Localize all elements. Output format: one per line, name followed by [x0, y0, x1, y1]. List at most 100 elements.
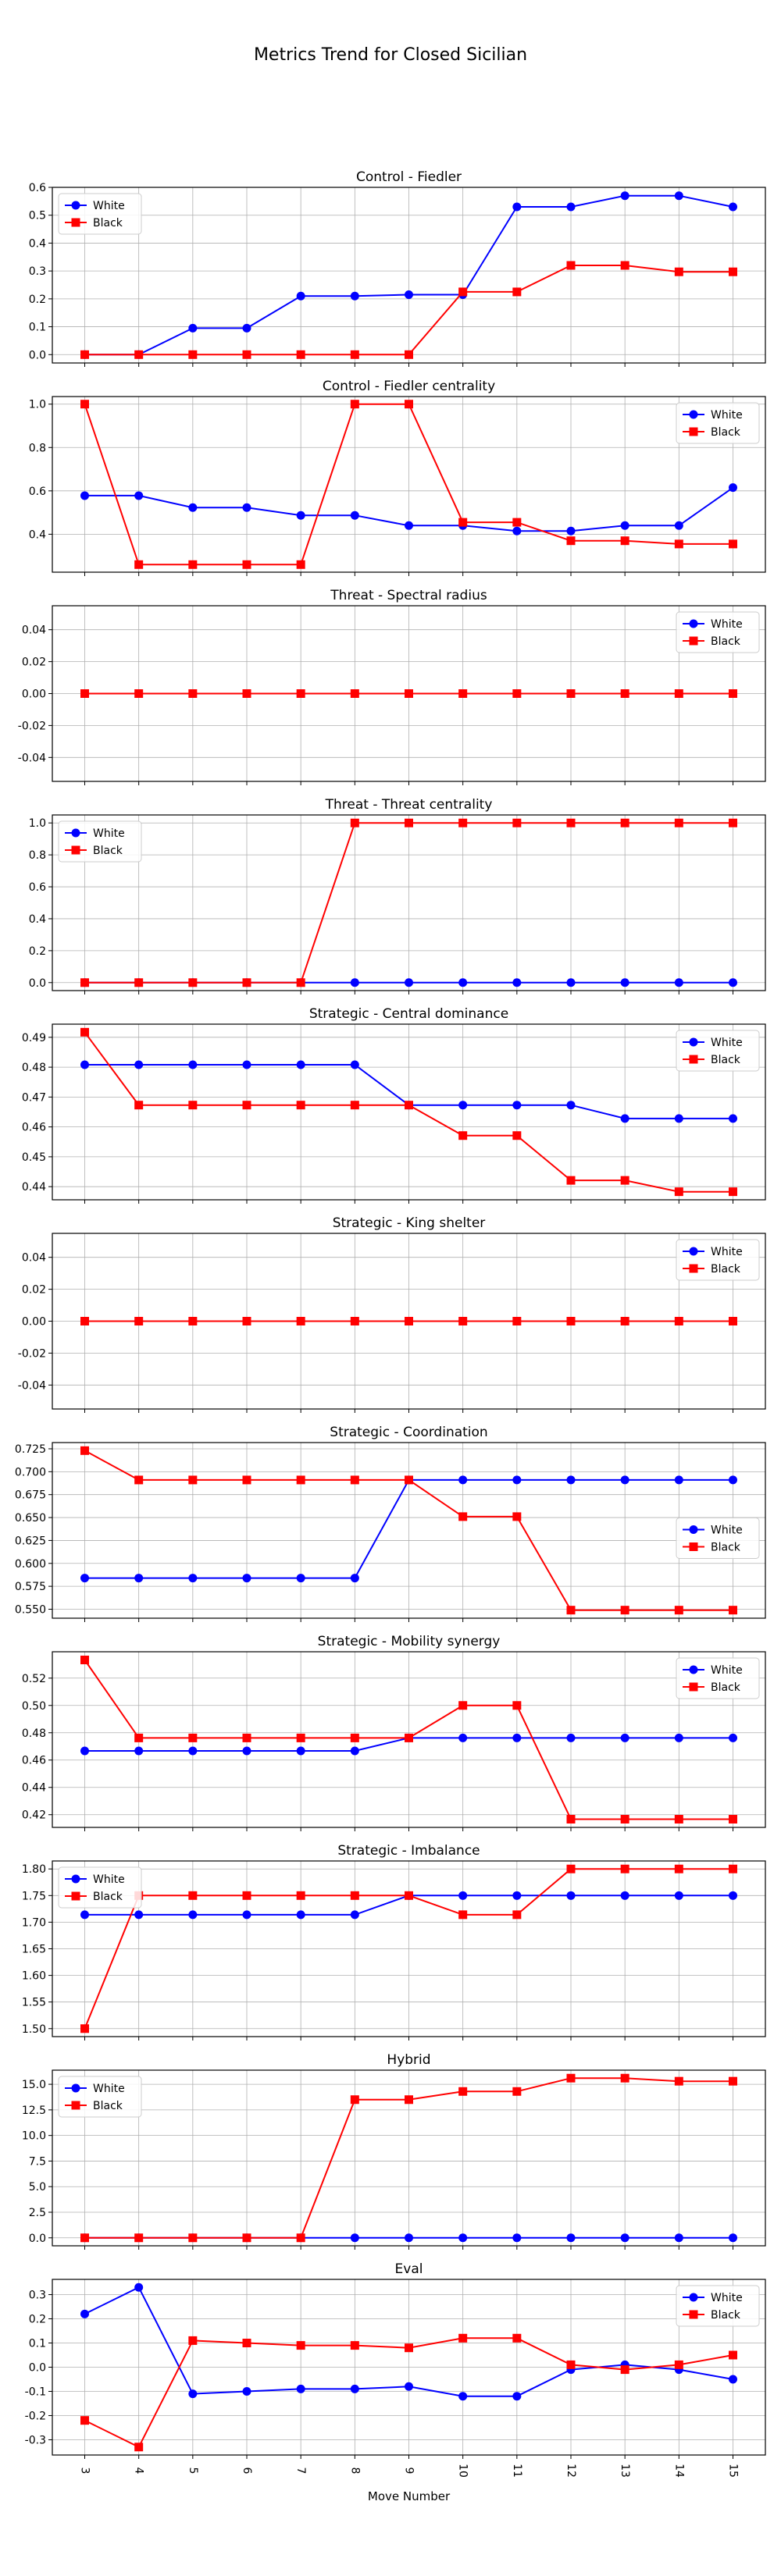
data-point-white — [512, 526, 522, 535]
data-point-black — [242, 350, 251, 359]
y-tick-label: 0.0 — [29, 349, 46, 361]
x-tick-label: 11 — [511, 2464, 523, 2478]
data-point-black — [405, 1733, 413, 1742]
data-point-white — [134, 1574, 144, 1583]
y-tick-label: 0.50 — [22, 1700, 46, 1713]
data-point-black — [512, 818, 522, 827]
data-point-black — [674, 1317, 683, 1325]
y-tick-label: 0.48 — [22, 1727, 46, 1740]
y-tick-label: 0.0 — [29, 2362, 46, 2375]
y-tick-label: 1.0 — [29, 399, 46, 411]
y-tick-label: 0.700 — [15, 1466, 46, 1478]
y-tick-label: 0.00 — [22, 688, 46, 701]
axes-frame — [52, 1860, 766, 2037]
data-point-black — [134, 1733, 144, 1742]
legend: White Black — [58, 820, 142, 863]
x-tick-label: 10 — [457, 2464, 469, 2478]
data-point-black — [729, 539, 737, 549]
data-point-white — [134, 1060, 144, 1069]
legend-label: Black — [711, 1054, 741, 1066]
data-point-black — [674, 2360, 683, 2369]
legend-label: Black — [711, 1681, 741, 1694]
data-point-black — [188, 1101, 198, 1110]
legend-marker — [71, 2101, 80, 2110]
data-point-black — [512, 1131, 522, 1140]
data-point-black — [405, 818, 413, 827]
x-tick-label: 3 — [79, 2467, 91, 2475]
data-point-black — [80, 1317, 89, 1325]
data-point-white — [620, 1114, 629, 1123]
data-point-white — [512, 2233, 522, 2243]
data-point-black — [350, 400, 359, 409]
data-point-black — [242, 1101, 251, 1110]
data-point-black — [296, 978, 305, 987]
data-point-black — [729, 1606, 737, 1615]
legend: White Black — [58, 193, 142, 235]
data-point-black — [80, 1655, 89, 1664]
y-tick-label: 0.00 — [22, 1316, 46, 1329]
y-tick-label: 0.2 — [29, 2314, 46, 2326]
data-point-black — [512, 689, 522, 698]
data-point-black — [242, 1891, 251, 1900]
y-tick-label: 0.45 — [22, 1151, 46, 1164]
data-point-black — [620, 536, 629, 546]
data-point-white — [134, 1910, 144, 1920]
legend-marker — [71, 201, 80, 210]
legend-label: White — [711, 618, 743, 631]
data-point-black — [188, 1733, 198, 1742]
data-point-black — [134, 689, 144, 698]
y-tick-label: 0.8 — [29, 849, 46, 862]
data-point-black — [674, 1187, 683, 1197]
data-point-black — [188, 350, 198, 359]
data-point-white — [242, 2386, 251, 2396]
x-tick-label: 14 — [672, 2464, 685, 2478]
subplot-5: Strategic - Central dominance 0.44 0.45 0.4… — [22, 1006, 766, 1204]
data-point-black — [405, 350, 413, 359]
data-point-white — [458, 1475, 468, 1485]
subplot-title: Threat - Threat centrality — [325, 797, 493, 813]
axes-frame — [52, 396, 766, 573]
data-point-black — [188, 1475, 198, 1485]
data-point-black — [512, 2087, 522, 2096]
data-point-black — [188, 1891, 198, 1900]
legend: White Black — [676, 402, 760, 444]
data-point-white — [350, 291, 359, 301]
legend: White Black — [676, 611, 760, 653]
data-point-black — [729, 2076, 737, 2086]
data-point-black — [188, 1317, 198, 1325]
data-point-white — [296, 291, 305, 301]
legend-marker — [689, 1055, 698, 1064]
y-tick-label: 0.600 — [15, 1558, 46, 1571]
data-point-black — [566, 261, 576, 270]
data-point-black — [512, 1910, 522, 1920]
x-tick-label: 4 — [133, 2467, 145, 2475]
data-point-white — [620, 2233, 629, 2243]
y-tick-label: 0.8 — [29, 442, 46, 454]
y-tick-label: 0.0 — [29, 2233, 46, 2245]
data-point-white — [350, 1574, 359, 1583]
data-point-black — [188, 689, 198, 698]
data-point-black — [729, 1864, 737, 1873]
data-point-white — [134, 491, 144, 500]
y-tick-label: 0.02 — [22, 656, 46, 669]
data-point-white — [674, 521, 683, 530]
data-point-white — [674, 978, 683, 987]
y-tick-label: -0.3 — [25, 2434, 46, 2446]
data-point-white — [566, 978, 576, 987]
data-point-white — [188, 1574, 198, 1583]
legend-marker — [689, 427, 698, 436]
y-tick-label: 5.0 — [29, 2181, 46, 2194]
data-point-black — [729, 2350, 737, 2360]
data-point-white — [674, 2233, 683, 2243]
data-point-white — [188, 503, 198, 512]
data-point-white — [566, 202, 576, 212]
data-point-white — [188, 2389, 198, 2399]
data-point-black — [242, 1475, 251, 1485]
y-tick-label: 2.5 — [29, 2207, 46, 2219]
y-tick-label: 1.80 — [22, 1863, 46, 1876]
data-point-black — [296, 689, 305, 698]
data-point-white — [296, 1910, 305, 1920]
y-tick-label: 0.49 — [22, 1032, 46, 1044]
data-point-black — [405, 2095, 413, 2105]
data-point-black — [242, 1317, 251, 1325]
